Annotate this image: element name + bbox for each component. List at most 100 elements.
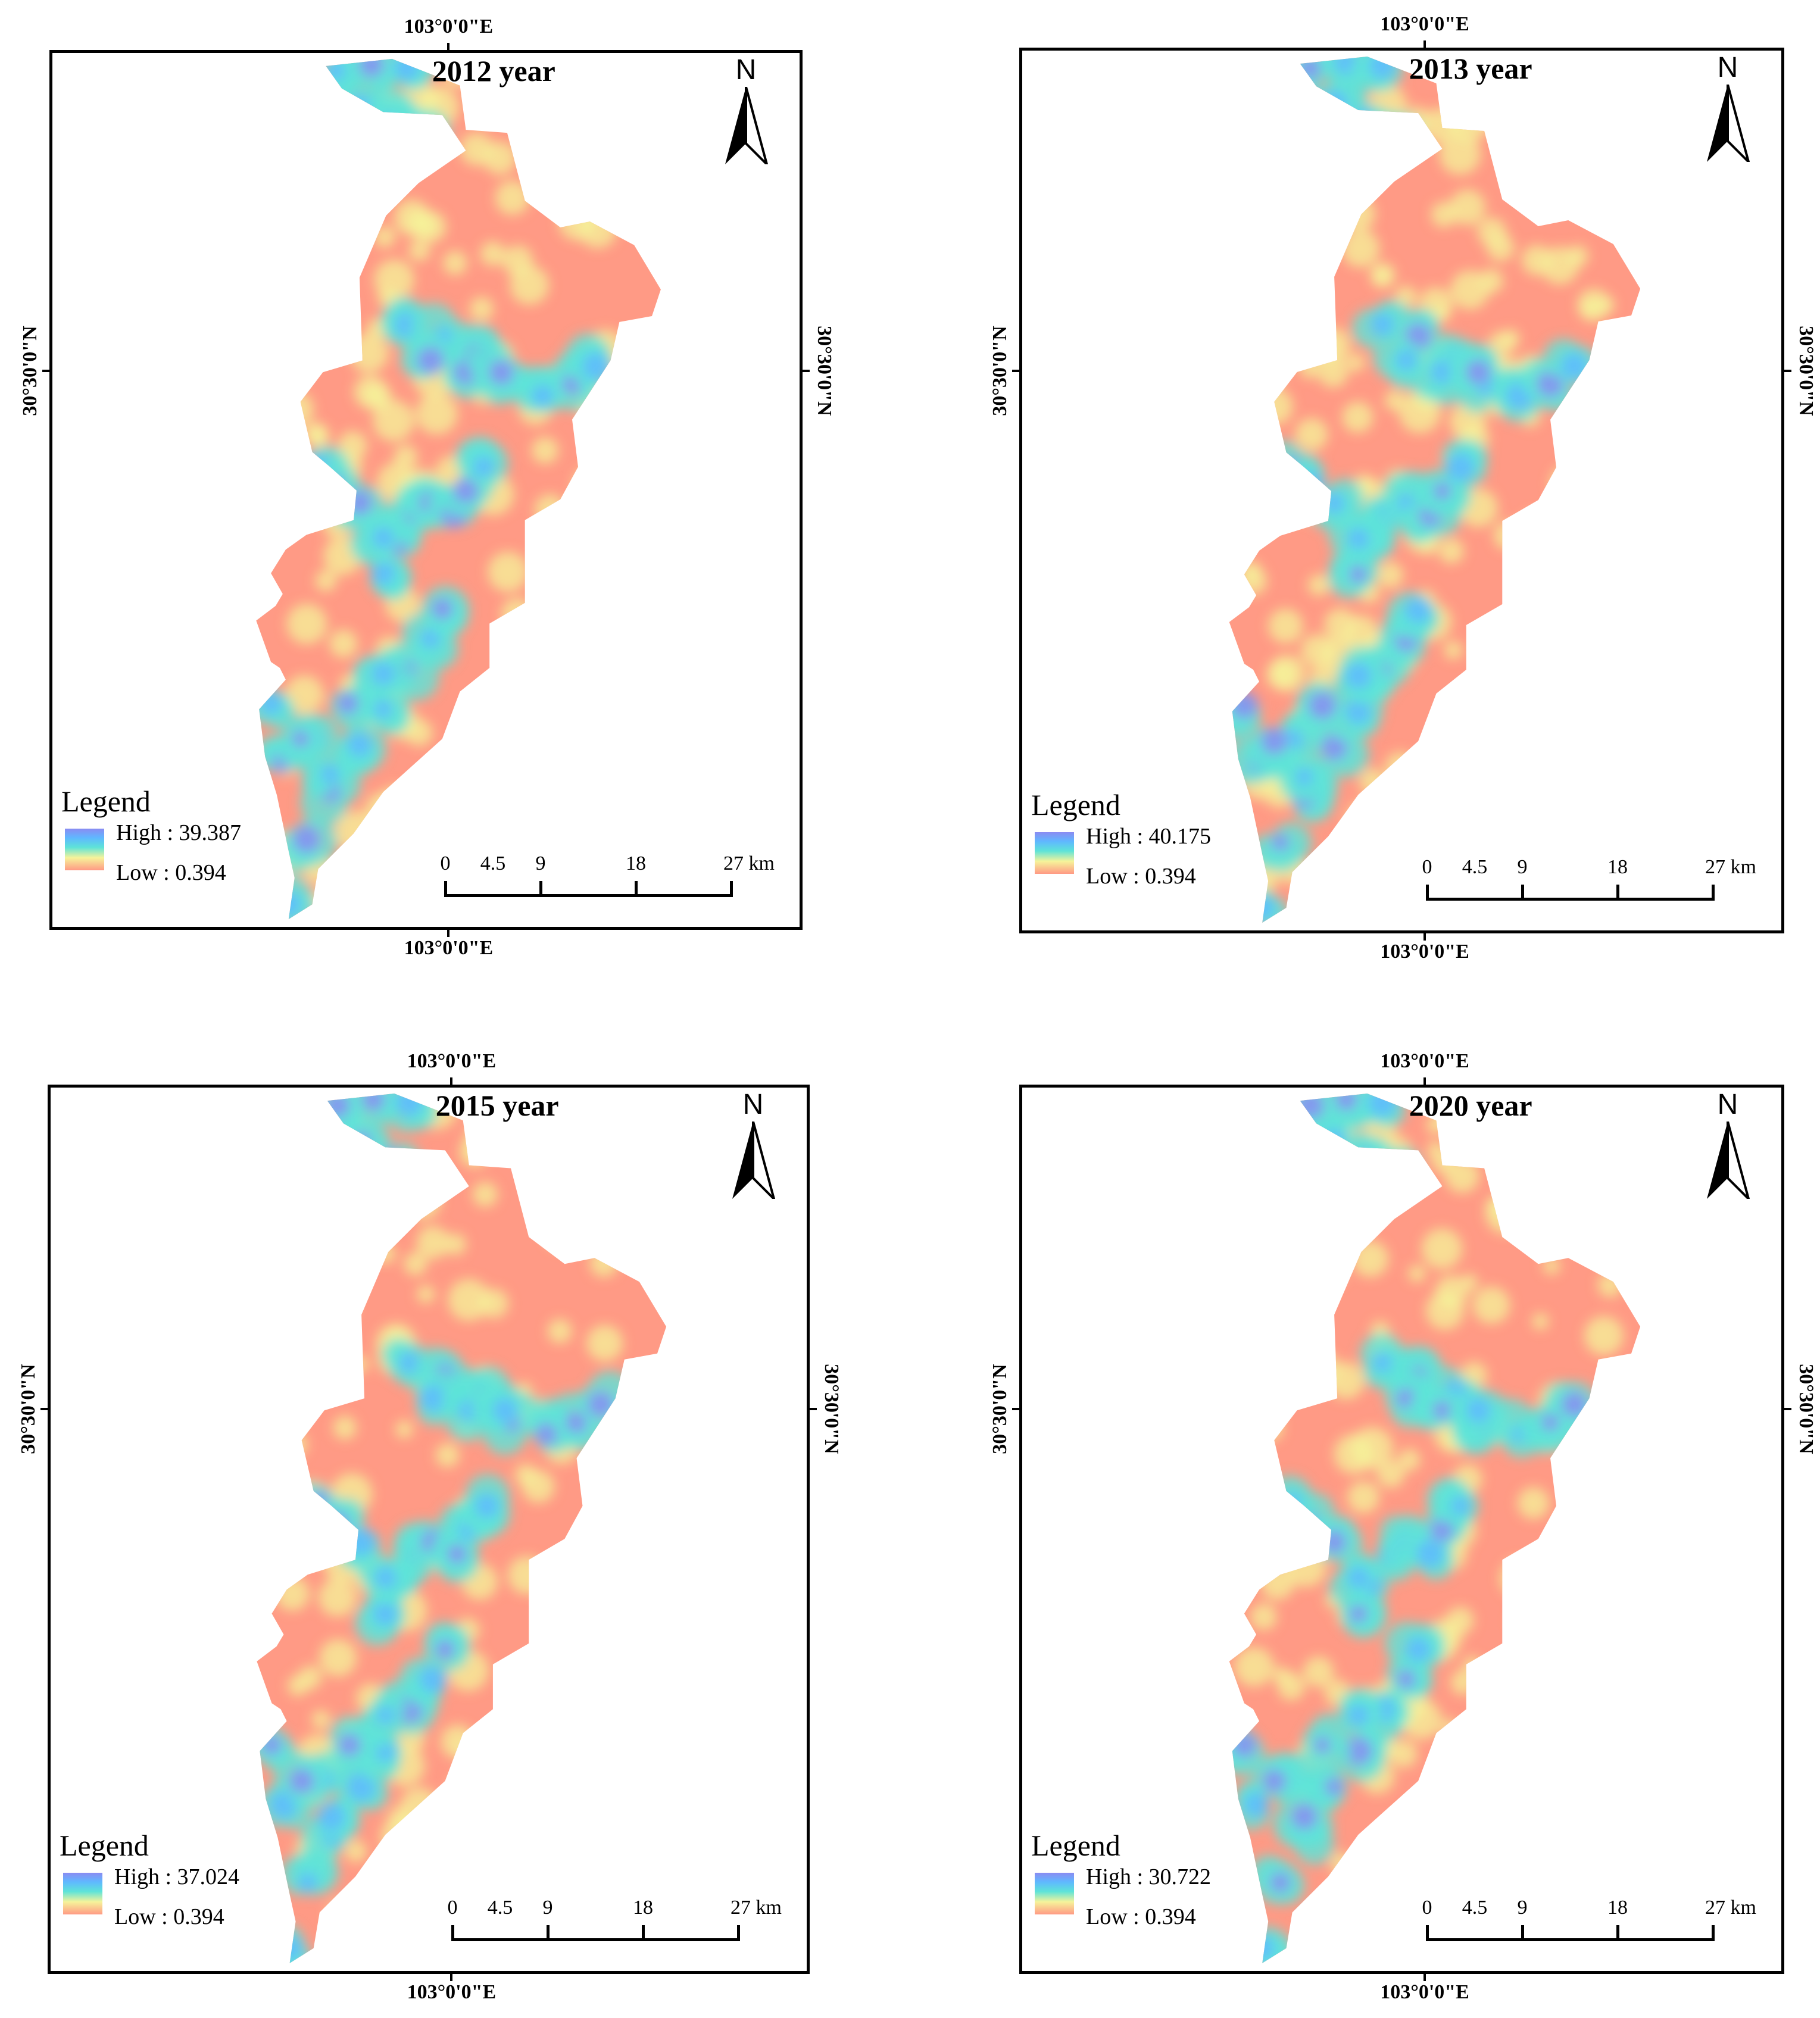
legend-title: Legend xyxy=(1031,788,1120,821)
density-blob xyxy=(498,744,525,770)
density-blob xyxy=(1282,463,1319,500)
density-blob xyxy=(607,389,642,424)
density-blob xyxy=(303,1525,341,1563)
density-blob xyxy=(1574,1829,1610,1865)
density-blob xyxy=(604,1414,628,1437)
density-blob xyxy=(286,358,308,380)
density-blob xyxy=(1543,1257,1560,1274)
latitude-label-right: 30°30'0"N xyxy=(820,1364,842,1455)
legend-low-label: Low : 0.394 xyxy=(114,1904,224,1929)
density-blob xyxy=(1397,1670,1416,1689)
density-blob xyxy=(1537,61,1566,90)
density-blob xyxy=(1356,1151,1373,1168)
density-blob xyxy=(1278,1346,1311,1379)
density-blob xyxy=(394,199,430,236)
scale-label: 9 xyxy=(1517,856,1528,878)
density-blob xyxy=(1431,360,1454,384)
density-blob xyxy=(395,128,427,160)
density-blob xyxy=(1404,596,1432,624)
density-blob xyxy=(534,494,566,526)
density-blob xyxy=(408,110,451,152)
density-blob xyxy=(1296,1094,1325,1120)
legend-high-label: High : 39.387 xyxy=(116,820,242,845)
legend-color-ramp xyxy=(1035,832,1074,874)
density-blob xyxy=(457,1739,480,1763)
legend-low-label: Low : 0.394 xyxy=(116,860,226,885)
density-blob xyxy=(1510,1606,1540,1636)
scale-tick xyxy=(1616,885,1619,901)
density-blob xyxy=(1303,1656,1334,1688)
density-blob xyxy=(629,1124,653,1148)
longitude-label-bottom: 103°0'0"E xyxy=(1380,941,1469,963)
density-blob xyxy=(318,1578,357,1617)
density-blob xyxy=(1348,1604,1368,1623)
density-blob xyxy=(1297,471,1324,499)
density-blob xyxy=(1518,511,1557,550)
density-blob xyxy=(1307,574,1330,596)
north-arrow-icon xyxy=(725,87,769,164)
density-blob xyxy=(338,431,367,461)
graticule-tick xyxy=(447,930,450,937)
density-blob xyxy=(553,136,582,165)
scale-tick xyxy=(635,881,638,897)
density-blob xyxy=(347,732,372,757)
density-blob xyxy=(408,239,430,261)
density-blob xyxy=(1300,1350,1340,1389)
density-blob xyxy=(547,1319,572,1344)
density-blob xyxy=(484,1785,507,1809)
density-blob xyxy=(1330,1853,1353,1876)
density-blob xyxy=(1271,833,1290,851)
density-blob xyxy=(394,58,420,81)
density-blob xyxy=(1577,557,1616,596)
density-blob xyxy=(507,1556,546,1595)
density-blob xyxy=(460,132,494,166)
density-blob xyxy=(1585,1470,1611,1497)
density-blob xyxy=(601,696,632,729)
density-blob xyxy=(1271,71,1318,118)
density-blob xyxy=(304,1383,324,1404)
density-blob xyxy=(271,173,295,197)
density-blob xyxy=(1514,1778,1555,1819)
north-arrow: N xyxy=(1701,54,1755,167)
density-blob xyxy=(443,811,461,830)
density-map xyxy=(1229,57,1641,923)
density-blob xyxy=(1298,488,1319,509)
legend-high-label: High : 37.024 xyxy=(114,1864,240,1889)
density-blob xyxy=(1390,1740,1418,1768)
graticule-tick xyxy=(40,1408,48,1411)
density-blob xyxy=(1406,1637,1431,1662)
density-blob xyxy=(1408,1264,1426,1283)
density-blob xyxy=(1439,133,1481,175)
density-map xyxy=(1229,1094,1641,1963)
graticule-tick xyxy=(810,1408,817,1411)
graticule-tick xyxy=(1784,1408,1791,1411)
density-blob xyxy=(448,1279,491,1322)
density-blob xyxy=(305,1491,334,1520)
density-blob xyxy=(1341,197,1376,231)
graticule-tick xyxy=(1423,933,1426,941)
density-blob xyxy=(599,1220,639,1260)
density-blob xyxy=(1446,453,1475,482)
density-blob xyxy=(1523,577,1556,610)
density-blob xyxy=(1262,1769,1286,1793)
density-blob xyxy=(1510,1786,1539,1815)
longitude-label-top: 103°0'0"E xyxy=(1380,1050,1469,1072)
density-blob xyxy=(286,604,327,645)
density-blob xyxy=(371,561,395,585)
density-blob xyxy=(624,1156,666,1198)
latitude-label-left: 30°30'0"N xyxy=(17,1364,39,1455)
density-blob xyxy=(1594,1599,1612,1617)
density-blob xyxy=(1281,88,1316,123)
density-blob xyxy=(1322,1129,1347,1154)
density-blob xyxy=(298,1873,317,1892)
density-blob xyxy=(573,626,591,643)
graticule-tick xyxy=(1423,1974,1426,1981)
density-blob xyxy=(472,1182,498,1207)
density-blob xyxy=(1368,1148,1409,1190)
density-blob xyxy=(1562,1552,1594,1585)
density-blob xyxy=(571,1679,605,1714)
density-blob xyxy=(1521,591,1550,620)
density-blob xyxy=(303,296,322,314)
density-blob xyxy=(325,1511,349,1536)
density-blob xyxy=(1331,849,1362,881)
